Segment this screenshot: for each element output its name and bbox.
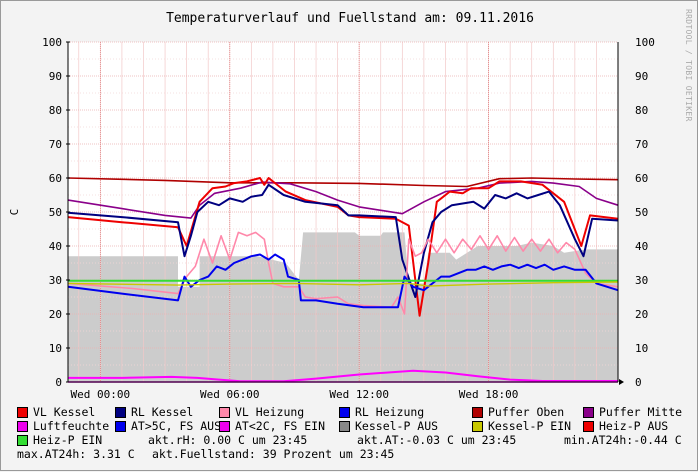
y-tick-label-left: 30 [49, 274, 62, 287]
y-tick-label-left: 0 [55, 376, 62, 389]
legend-label: Kessel-P AUS [355, 419, 439, 433]
series-line-rl-heizung [67, 253, 619, 309]
y-tick-label-right: 50 [635, 206, 648, 219]
legend-item: Kessel-P AUS [339, 419, 438, 433]
legend-swatch [472, 420, 483, 432]
y-axis-label: C [8, 209, 21, 216]
x-tick-label: Wed 00:00 [71, 388, 131, 401]
legend-label: RL Heizung [355, 405, 425, 419]
series-line-puffer-oben [67, 177, 619, 188]
legend-label: Kessel-P EIN [488, 419, 572, 433]
y-tick-label-left: 100 [42, 36, 62, 49]
legend-label: VL Heizung [235, 405, 305, 419]
y-tick-label-right: 60 [635, 172, 648, 185]
legend-item: VL Kessel [17, 405, 95, 419]
series-line-kessel-p-ein [67, 281, 619, 287]
legend-swatch [583, 420, 594, 432]
status-max-at: max.AT24h: 3.31 C [17, 447, 135, 461]
legend-label: Heiz-P AUS [599, 419, 669, 433]
legend-swatch [472, 406, 483, 418]
y-tick-label-left: 20 [49, 308, 62, 321]
legend-label: Puffer Mitte [599, 405, 683, 419]
fuellstand-area [68, 232, 618, 382]
y-tick-label-left: 90 [49, 70, 62, 83]
legend-label: Luftfeuchte [33, 419, 110, 433]
x-tick-label: Wed 18:00 [459, 388, 519, 401]
y-tick-label-right: 100 [635, 36, 655, 49]
legend-swatch [339, 420, 350, 432]
x-axis-arrow [619, 379, 624, 385]
y-tick-label-left: 50 [49, 206, 62, 219]
legend-item: Heiz-P EIN [17, 433, 102, 447]
legend-label: VL Kessel [33, 405, 96, 419]
legend-item: Puffer Mitte [583, 405, 682, 419]
legend-swatch [339, 406, 350, 418]
series-line-vl-kessel [67, 177, 619, 317]
legend-label: Heiz-P EIN [33, 433, 103, 447]
y-tick-label-right: 40 [635, 240, 648, 253]
y-tick-label-left: 70 [49, 138, 62, 151]
legend-item: VL Heizung [219, 405, 304, 419]
chart-title: Temperaturverlauf und Fuellstand am: 09.… [166, 11, 534, 26]
status-at: akt.AT:-0.03 C um 23:45 [357, 433, 517, 447]
y-tick-label-right: 90 [635, 70, 648, 83]
legend-item: Kessel-P EIN [472, 419, 571, 433]
legend-label: AT>5C, FS AUS [131, 419, 222, 433]
legend-label: RL Kessel [131, 405, 194, 419]
status-fuellstand: akt.Fuellstand: 39 Prozent um 23:45 [152, 447, 395, 461]
x-tick-label: Wed 12:00 [329, 388, 389, 401]
series-line-vl-heizung [67, 231, 619, 315]
legend-item: RL Heizung [339, 405, 424, 419]
status-min-at: min.AT24h:-0.44 C [564, 433, 682, 447]
legend-item: Heiz-P AUS [583, 419, 668, 433]
legend-swatch [17, 420, 28, 432]
y-tick-label-right: 0 [635, 376, 642, 389]
legend-item: AT>5C, FS AUS [115, 419, 221, 433]
y-tick-label-right: 10 [635, 342, 648, 355]
legend-label: Puffer Oben [488, 405, 565, 419]
legend-item: AT<2C, FS EIN [219, 419, 325, 433]
y-tick-label-right: 30 [635, 274, 648, 287]
series-line-luftfeuchte [68, 369, 618, 383]
status-rh: akt.rH: 0.00 C um 23:45 [148, 433, 308, 447]
y-tick-label-right: 70 [635, 138, 648, 151]
legend-swatch [219, 420, 230, 432]
series-line-rl-kessel [67, 183, 619, 298]
y-tick-label-right: 20 [635, 308, 648, 321]
legend-swatch [17, 434, 28, 446]
legend-item: RL Kessel [115, 405, 193, 419]
y-tick-label-right: 80 [635, 104, 648, 117]
legend-swatch [583, 406, 594, 418]
legend-item: Luftfeuchte [17, 419, 109, 433]
y-tick-label-left: 80 [49, 104, 62, 117]
legend-item: Puffer Oben [472, 405, 564, 419]
x-tick-label: Wed 06:00 [200, 388, 260, 401]
y-tick-label-left: 40 [49, 240, 62, 253]
legend-swatch [115, 420, 126, 432]
y-tick-label-left: 60 [49, 172, 62, 185]
legend-swatch [17, 406, 28, 418]
legend-label: AT<2C, FS EIN [235, 419, 326, 433]
legend-swatch [219, 406, 230, 418]
y-tick-label-left: 10 [49, 342, 62, 355]
legend-swatch [115, 406, 126, 418]
rrdtool-credit: RRDTOOL / TOBI OETIKER [684, 9, 693, 122]
